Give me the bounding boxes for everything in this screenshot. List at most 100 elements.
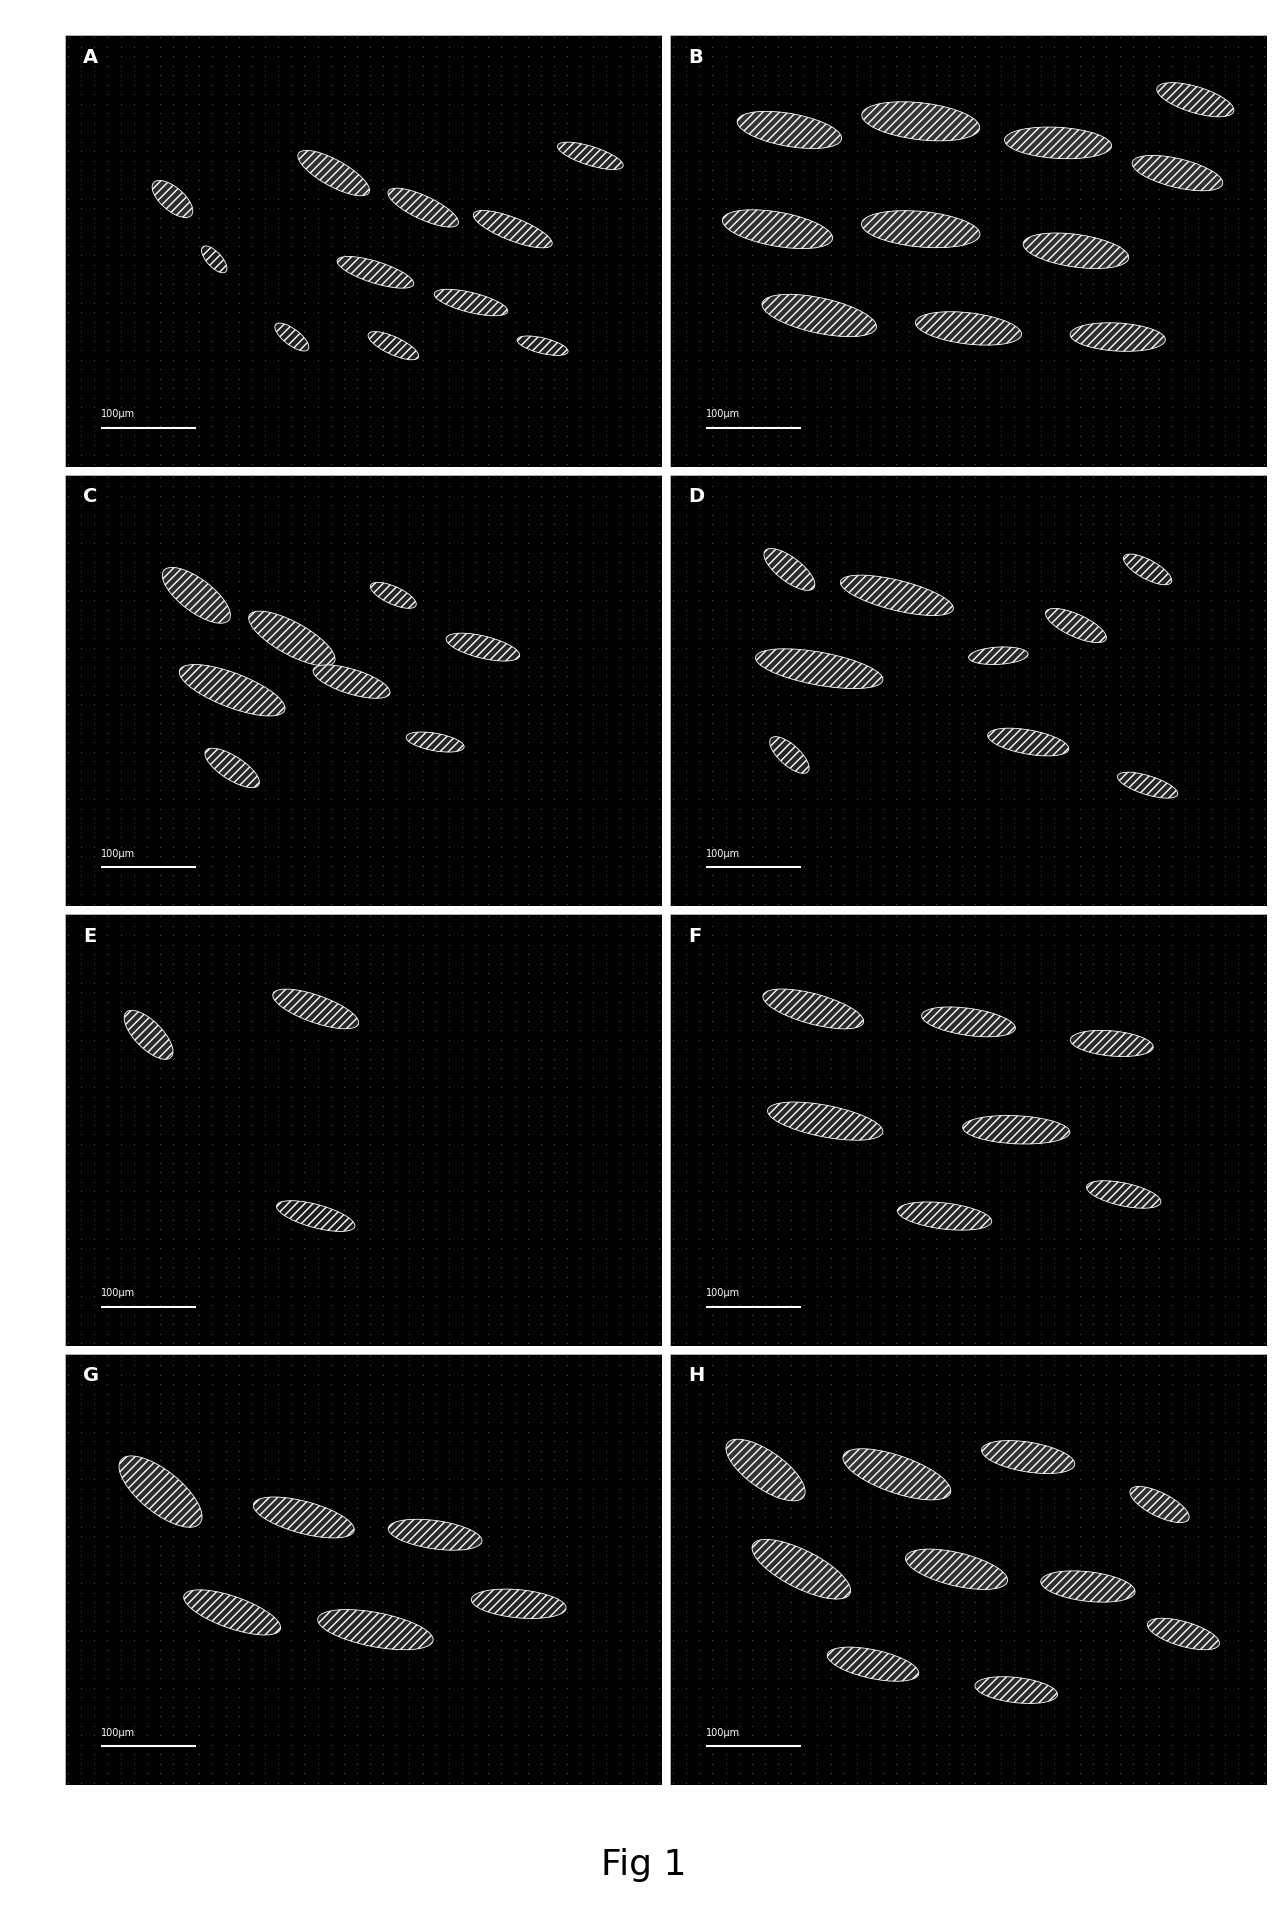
Point: [820, 699, 840, 730]
Point: [847, 660, 867, 691]
Point: [268, 60, 288, 91]
Point: [978, 1156, 999, 1187]
Point: [136, 174, 157, 205]
Point: [320, 1473, 341, 1503]
Point: [1057, 546, 1077, 577]
Point: [360, 116, 381, 147]
Point: [176, 996, 197, 1027]
Point: [794, 471, 815, 502]
Point: [649, 699, 669, 730]
Point: [1241, 510, 1261, 540]
Point: [1122, 1309, 1143, 1339]
Point: [1109, 832, 1130, 863]
Point: [925, 1749, 946, 1779]
Point: [162, 1511, 183, 1542]
Point: [663, 851, 683, 882]
Point: [124, 278, 144, 309]
Point: [295, 575, 315, 606]
Point: [1057, 1224, 1077, 1255]
Point: [609, 832, 629, 863]
Point: [951, 1729, 972, 1760]
Point: [978, 1280, 999, 1310]
Point: [649, 888, 669, 919]
Point: [596, 1289, 616, 1320]
Point: [794, 1426, 815, 1457]
Point: [530, 1691, 551, 1722]
Point: [320, 164, 341, 195]
Point: [1254, 510, 1274, 540]
Point: [71, 977, 91, 1007]
Point: [255, 832, 275, 863]
Point: [676, 288, 696, 318]
Point: [136, 363, 157, 394]
Point: [794, 1185, 815, 1216]
Point: [965, 1758, 986, 1789]
Point: [1188, 31, 1208, 62]
Point: [728, 1739, 749, 1770]
Point: [978, 421, 999, 452]
Point: [399, 401, 420, 432]
Point: [583, 1729, 604, 1760]
Point: [452, 1758, 472, 1789]
Point: [754, 363, 775, 394]
Point: [1109, 1166, 1130, 1197]
Point: [228, 967, 248, 998]
Point: [754, 938, 775, 969]
Point: [925, 841, 946, 872]
Point: [543, 1739, 564, 1770]
Point: [465, 481, 485, 511]
Point: [111, 401, 131, 432]
Point: [1162, 861, 1183, 892]
Point: [530, 901, 551, 932]
Point: [885, 1673, 906, 1704]
Point: [1215, 1253, 1236, 1283]
Point: [1057, 1559, 1077, 1590]
Point: [978, 957, 999, 988]
Point: [1057, 1243, 1077, 1274]
Point: [965, 392, 986, 423]
Point: [951, 967, 972, 998]
Point: [242, 50, 263, 81]
Point: [728, 546, 749, 577]
Point: [439, 1453, 459, 1484]
Point: [360, 154, 381, 185]
Point: [202, 689, 223, 720]
Point: [649, 1166, 669, 1197]
Point: [1122, 372, 1143, 403]
Point: [439, 1139, 459, 1170]
Point: [1069, 1243, 1090, 1274]
Point: [1057, 977, 1077, 1007]
Point: [676, 793, 696, 824]
Point: [781, 728, 802, 758]
Point: [149, 1110, 170, 1141]
Point: [1069, 517, 1090, 548]
Point: [873, 1550, 893, 1581]
Point: [465, 1644, 485, 1675]
Point: [136, 1015, 157, 1046]
Point: [781, 98, 802, 129]
Point: [1162, 382, 1183, 413]
Point: [308, 1119, 328, 1150]
Point: [320, 174, 341, 205]
Point: [255, 125, 275, 156]
Point: [111, 868, 131, 899]
Point: [860, 1473, 880, 1503]
Point: [596, 1664, 616, 1695]
Point: [1044, 1081, 1064, 1112]
Point: [1148, 1195, 1169, 1226]
Point: [716, 372, 736, 403]
Point: [570, 79, 591, 110]
Point: [215, 921, 236, 951]
Point: [965, 154, 986, 185]
Point: [1057, 537, 1077, 567]
Point: [162, 977, 183, 1007]
Point: [1069, 1511, 1090, 1542]
Point: [281, 1550, 301, 1581]
Point: [885, 737, 906, 768]
Point: [386, 98, 407, 129]
Point: [439, 1426, 459, 1457]
Point: [477, 89, 498, 120]
Point: [794, 650, 815, 681]
Point: [136, 1052, 157, 1083]
Point: [412, 1749, 432, 1779]
